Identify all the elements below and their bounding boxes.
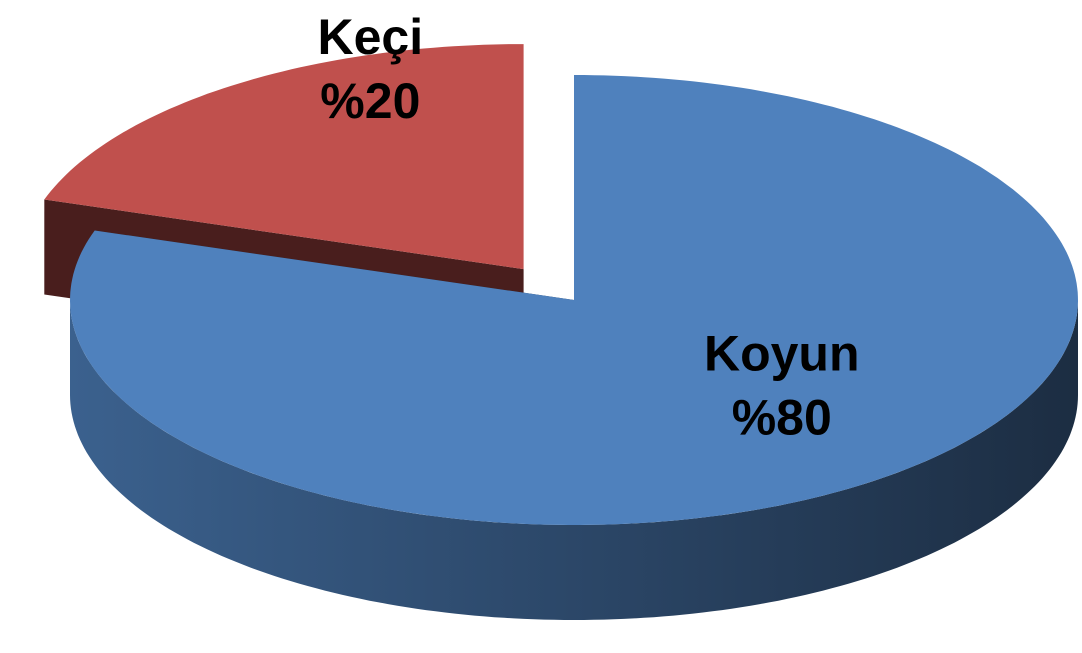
slice-side-wall: [70, 300, 1078, 620]
category-label: Koyun: [704, 325, 860, 381]
slice: [70, 75, 1078, 525]
value-label: %80: [732, 389, 832, 445]
category-label: Keçi: [318, 9, 424, 65]
value-label: %20: [320, 73, 420, 129]
slice: [44, 44, 524, 270]
